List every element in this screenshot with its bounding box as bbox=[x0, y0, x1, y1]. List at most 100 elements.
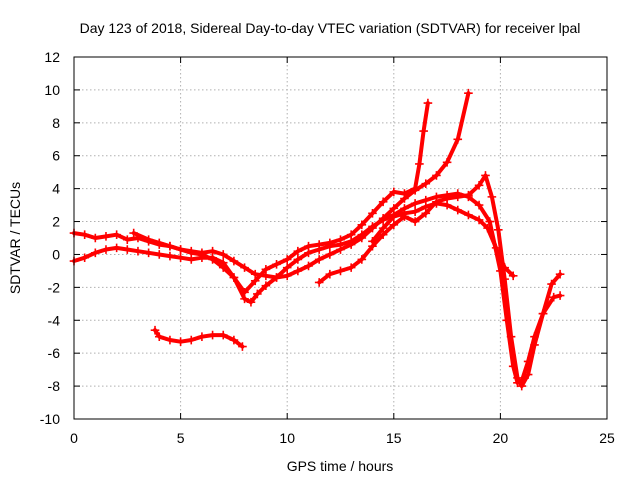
data-point bbox=[415, 159, 424, 169]
data-point bbox=[530, 340, 539, 350]
data-point bbox=[229, 335, 239, 345]
data-point bbox=[483, 223, 492, 233]
data-point bbox=[176, 245, 185, 254]
series-trace bbox=[153, 328, 245, 349]
data-point bbox=[453, 134, 463, 144]
data-point bbox=[176, 337, 185, 346]
data-point bbox=[419, 126, 428, 136]
data-point bbox=[346, 236, 356, 246]
data-point bbox=[129, 228, 138, 238]
data-point bbox=[491, 243, 501, 253]
x-tick-label: 20 bbox=[493, 430, 509, 446]
data-point bbox=[453, 192, 463, 202]
data-point bbox=[336, 240, 345, 249]
data-point bbox=[165, 335, 175, 345]
data-point bbox=[432, 199, 441, 208]
y-tick-label: 10 bbox=[44, 82, 60, 98]
y-tick-label: 6 bbox=[52, 148, 60, 164]
data-point bbox=[481, 171, 490, 180]
data-point bbox=[485, 217, 495, 226]
data-point bbox=[293, 255, 303, 264]
data-point bbox=[154, 332, 164, 342]
y-tick-label: 0 bbox=[52, 246, 60, 262]
data-point bbox=[378, 223, 388, 233]
data-point bbox=[493, 225, 503, 235]
data-point bbox=[208, 255, 217, 264]
data-point bbox=[513, 373, 522, 383]
data-point bbox=[464, 88, 473, 98]
data-point bbox=[272, 260, 281, 269]
data-point bbox=[410, 217, 420, 226]
data-point bbox=[506, 332, 516, 342]
y-tick-label: 12 bbox=[44, 49, 60, 65]
data-point bbox=[176, 253, 185, 263]
data-point bbox=[389, 212, 399, 221]
y-axis-tick-labels: -10 -8 -6 -4 -2 0 2 4 6 8 10 12 bbox=[40, 49, 60, 427]
x-tick-label: 15 bbox=[386, 430, 402, 446]
data-point bbox=[112, 243, 121, 253]
data-layer bbox=[69, 88, 565, 391]
data-point bbox=[112, 230, 121, 240]
x-tick-label: 5 bbox=[177, 430, 185, 446]
data-point bbox=[336, 266, 345, 276]
data-point bbox=[218, 250, 228, 259]
y-tick-label: 8 bbox=[52, 115, 60, 131]
data-point bbox=[500, 263, 509, 272]
x-axis-label: GPS time / hours bbox=[287, 458, 394, 474]
data-point bbox=[474, 200, 484, 210]
data-point bbox=[304, 261, 313, 271]
data-point bbox=[240, 294, 249, 304]
y-tick-label: -2 bbox=[48, 279, 61, 295]
data-point bbox=[389, 187, 399, 197]
data-point bbox=[368, 209, 377, 218]
data-point bbox=[304, 248, 313, 258]
data-point bbox=[410, 207, 420, 216]
data-point bbox=[442, 200, 452, 210]
x-axis-tick-labels: 0 5 10 15 20 25 bbox=[70, 430, 615, 446]
data-point bbox=[421, 179, 431, 188]
data-point bbox=[547, 279, 556, 289]
x-tick-label: 0 bbox=[70, 430, 78, 446]
data-point bbox=[423, 98, 433, 108]
data-point bbox=[325, 250, 335, 259]
data-point bbox=[91, 233, 100, 243]
data-point bbox=[357, 255, 367, 264]
data-point bbox=[464, 190, 473, 200]
data-point bbox=[555, 269, 565, 279]
data-point bbox=[250, 276, 260, 286]
data-point bbox=[80, 253, 89, 263]
data-point bbox=[261, 281, 271, 291]
series-track-6 bbox=[368, 199, 518, 281]
data-point bbox=[508, 271, 518, 281]
data-point bbox=[282, 271, 292, 281]
data-point bbox=[238, 342, 247, 351]
data-point bbox=[101, 245, 111, 254]
y-tick-label: -8 bbox=[48, 378, 61, 394]
data-point bbox=[165, 251, 175, 261]
y-tick-label: 4 bbox=[52, 181, 60, 197]
data-point bbox=[186, 248, 196, 258]
data-point bbox=[165, 241, 175, 251]
data-point bbox=[410, 199, 420, 208]
data-point bbox=[144, 248, 153, 258]
data-point bbox=[261, 264, 271, 274]
data-point bbox=[186, 335, 196, 345]
y-axis-label: SDTVAR / TECUs bbox=[7, 182, 23, 294]
data-point bbox=[123, 245, 132, 254]
data-point bbox=[442, 158, 452, 167]
series-trace bbox=[317, 173, 563, 389]
chart-title: Day 123 of 2018, Sidereal Day-to-day VTE… bbox=[80, 20, 581, 36]
data-point bbox=[197, 332, 207, 342]
plot-frame bbox=[73, 56, 608, 420]
y-tick-label: 2 bbox=[52, 214, 60, 230]
data-point bbox=[314, 245, 324, 254]
data-point bbox=[293, 246, 303, 256]
data-point bbox=[154, 238, 164, 248]
y-tick-label: -6 bbox=[48, 345, 61, 361]
data-point bbox=[282, 263, 292, 272]
data-point bbox=[453, 205, 463, 215]
data-point bbox=[357, 220, 367, 230]
data-point bbox=[154, 250, 164, 259]
data-point bbox=[208, 330, 217, 340]
data-point bbox=[555, 291, 565, 300]
